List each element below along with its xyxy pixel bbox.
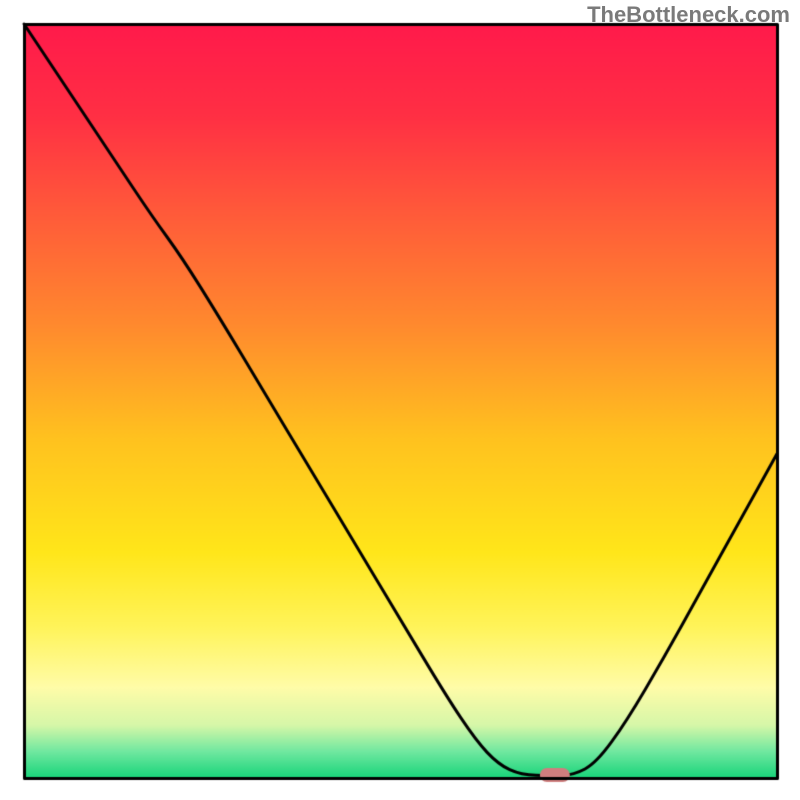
watermark-text: TheBottleneck.com	[587, 2, 790, 28]
bottleneck-chart-canvas	[0, 0, 800, 800]
